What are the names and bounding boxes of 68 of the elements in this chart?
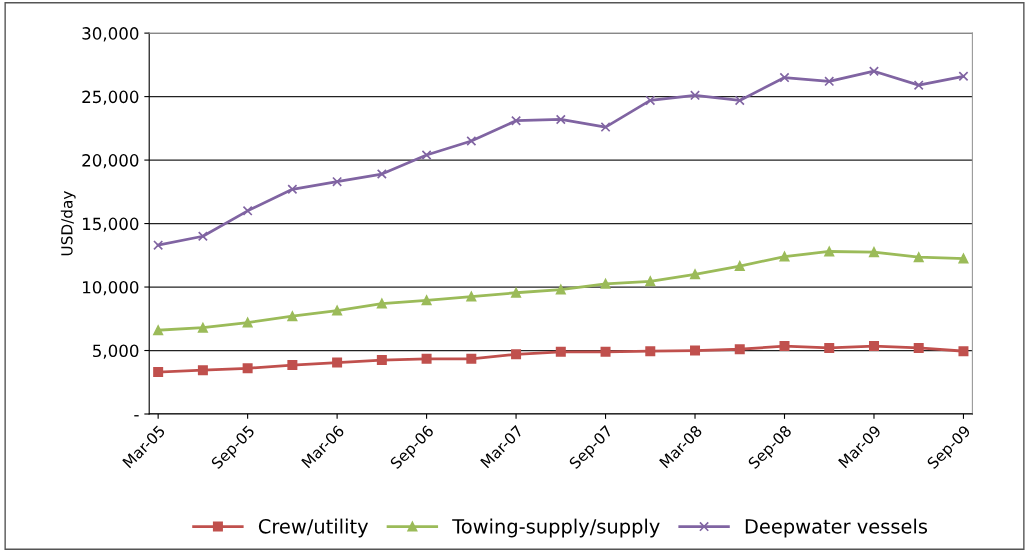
point bbox=[690, 345, 701, 356]
y-tick-label: 25,000 bbox=[82, 90, 139, 105]
point bbox=[734, 95, 745, 106]
point bbox=[600, 346, 611, 357]
point bbox=[421, 353, 432, 364]
point bbox=[779, 72, 790, 83]
point bbox=[958, 346, 969, 357]
point bbox=[153, 325, 164, 336]
point bbox=[913, 80, 924, 91]
point bbox=[555, 114, 566, 125]
point bbox=[958, 253, 969, 264]
point bbox=[287, 311, 298, 322]
point bbox=[466, 291, 477, 302]
point bbox=[287, 360, 298, 371]
point bbox=[242, 317, 253, 328]
point bbox=[868, 247, 879, 258]
point bbox=[690, 269, 701, 280]
point bbox=[153, 240, 164, 251]
point bbox=[555, 346, 566, 357]
point bbox=[958, 71, 969, 82]
point bbox=[242, 363, 253, 374]
point bbox=[645, 276, 656, 287]
legend-label: Towing-supply/supply bbox=[452, 518, 660, 538]
point bbox=[421, 149, 432, 161]
point bbox=[197, 322, 208, 333]
point bbox=[376, 298, 387, 309]
y-tick-label: 5,000 bbox=[93, 344, 139, 359]
point bbox=[197, 231, 208, 242]
point bbox=[332, 176, 343, 187]
point bbox=[511, 115, 522, 126]
point bbox=[466, 136, 477, 147]
point bbox=[913, 342, 924, 353]
point bbox=[332, 305, 343, 316]
point bbox=[824, 342, 835, 353]
point bbox=[779, 251, 790, 262]
point bbox=[690, 90, 701, 101]
y-tick-label: - bbox=[134, 415, 139, 417]
point bbox=[734, 344, 745, 355]
point bbox=[600, 122, 611, 133]
y-axis-title: USD/day bbox=[60, 191, 76, 256]
point bbox=[555, 284, 566, 295]
point bbox=[868, 66, 879, 77]
point bbox=[645, 95, 656, 106]
point bbox=[287, 184, 298, 195]
legend-label: Crew/utility bbox=[258, 518, 369, 538]
point bbox=[913, 252, 924, 263]
point bbox=[153, 367, 164, 378]
y-tick-label: 30,000 bbox=[82, 27, 139, 42]
point bbox=[242, 205, 253, 216]
point bbox=[511, 349, 522, 360]
point bbox=[466, 353, 477, 364]
point bbox=[376, 169, 387, 180]
point bbox=[868, 341, 879, 352]
point bbox=[734, 261, 745, 272]
point bbox=[197, 365, 208, 376]
point bbox=[600, 278, 611, 289]
point bbox=[511, 287, 522, 298]
legend-label: Deepwater vessels bbox=[745, 518, 928, 538]
point bbox=[421, 295, 432, 306]
y-tick-label: 15,000 bbox=[83, 217, 139, 232]
point bbox=[824, 76, 835, 87]
point bbox=[645, 346, 656, 357]
point bbox=[779, 341, 790, 352]
point bbox=[376, 355, 387, 366]
y-tick-label: 20,000 bbox=[82, 154, 139, 169]
point bbox=[824, 246, 835, 257]
point bbox=[332, 357, 343, 368]
y-tick-label: 10,000 bbox=[83, 281, 139, 296]
